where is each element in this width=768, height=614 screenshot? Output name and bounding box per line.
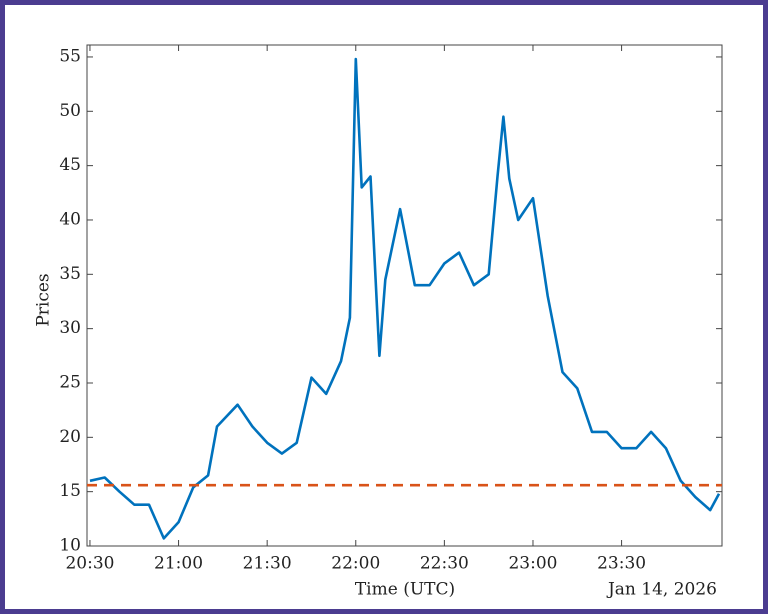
y-tick-label: 20 [59,427,81,447]
y-tick-label: 55 [59,46,81,66]
y-tick-label: 15 [59,481,81,501]
y-tick-label: 10 [59,536,81,556]
x-tick-label: 21:00 [154,554,203,574]
y-axis-label: Prices [34,273,54,326]
y-tick-label: 50 [59,101,81,121]
x-tick-label: 20:30 [65,554,114,574]
y-tick-label: 25 [59,372,81,392]
plot-frame [86,44,723,547]
y-tick-label: 30 [59,318,81,338]
x-axis-label: Time (UTC) [355,580,455,600]
x-tick-label: 21:30 [243,554,292,574]
x-tick-label: 23:30 [597,554,646,574]
x-tick-label: 22:00 [331,554,380,574]
x-tick-label: 23:00 [508,554,557,574]
date-annotation: Jan 14, 2026 [606,580,717,600]
y-tick-label: 35 [59,264,81,284]
price-line [89,57,721,540]
y-tick-label: 40 [59,209,81,229]
x-tick-label: 22:30 [420,554,469,574]
y-tick-label: 45 [59,155,81,175]
